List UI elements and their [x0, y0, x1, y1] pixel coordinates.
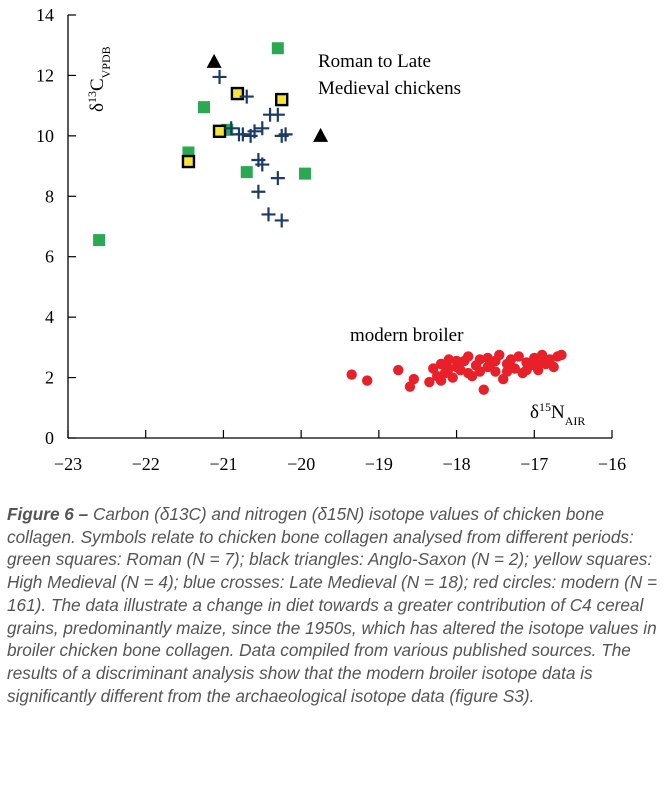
green-square-point — [198, 101, 210, 114]
red-circle-point — [463, 351, 474, 362]
red-circle-point — [556, 349, 567, 361]
red-circle-point — [501, 366, 513, 377]
yellow-square-point — [230, 86, 245, 101]
annotation-modern-broiler: modern broiler — [350, 325, 464, 346]
y-tick-label: 6 — [45, 247, 54, 267]
green-square-point — [299, 167, 312, 180]
red-circle-point — [532, 364, 544, 376]
y-axis-label: δ13CVPDB — [85, 46, 113, 112]
blue-cross-point — [270, 107, 285, 122]
x-tick-label: −23 — [54, 454, 82, 474]
x-tick-label: −20 — [287, 454, 315, 474]
blue-cross-point — [255, 157, 270, 172]
red-circle-point — [424, 376, 435, 388]
ticks: 0 2 4 6 8 10 12 14 −23 −22 −21 −20 −19 −18 −17 −16 — [36, 5, 626, 474]
red-circle-point — [490, 355, 501, 367]
annotation-roman: Roman to Late — [318, 51, 431, 72]
y-tick-label: 14 — [36, 5, 54, 25]
y-tick-label: 4 — [45, 307, 54, 327]
blue-cross-point — [274, 213, 289, 228]
x-axis-label: δ15NAIR — [530, 400, 585, 428]
blue-cross-point — [251, 184, 266, 199]
red-circle-point — [532, 357, 544, 368]
red-circle-point — [393, 364, 404, 376]
x-tick-label: −22 — [132, 454, 160, 474]
red-circle-point — [451, 355, 462, 367]
x-tick-label: −19 — [365, 454, 393, 474]
red-circle-point — [474, 354, 486, 365]
red-circle-point — [435, 358, 447, 370]
red-circle-point — [513, 351, 524, 362]
red-circle-point — [408, 373, 420, 385]
x-tick-label: −21 — [209, 454, 237, 474]
yellow-square-point — [181, 154, 196, 169]
red-circle-point — [463, 367, 474, 379]
red-circle-point — [521, 364, 532, 376]
red-circle-point — [362, 375, 373, 386]
x-tick-label: −17 — [520, 454, 548, 474]
y-tick-label: 8 — [45, 186, 54, 206]
chart-svg: 0 2 4 6 8 10 12 14 −23 −22 −21 −20 −19 −18 −17 −16 Roma… — [36, 5, 626, 474]
figure-caption: Figure 6 – Carbon (δ13C) and nitrogen (δ… — [7, 503, 662, 707]
black-triangle-point — [206, 53, 222, 68]
y-tick-label: 0 — [45, 428, 54, 448]
caption-text: Carbon (δ13C) and nitrogen (δ15N) isotop… — [7, 504, 658, 706]
blue-cross-point — [255, 121, 270, 136]
x-tick-label: −18 — [442, 454, 470, 474]
green-square-point — [93, 234, 106, 247]
yellow-square-point — [212, 124, 227, 139]
x-tick-label: −16 — [598, 454, 626, 474]
blue-cross-point — [270, 171, 285, 186]
red-circle-point — [474, 366, 486, 377]
red-circle-point — [443, 363, 454, 374]
blue-cross-point — [212, 69, 227, 84]
red-circle-point — [443, 354, 454, 365]
red-circle-point — [447, 372, 458, 383]
red-circle-point — [346, 369, 357, 380]
blue-cross-point — [243, 128, 258, 143]
axes — [67, 15, 612, 439]
blue-cross-point — [235, 127, 250, 142]
blue-cross-point — [224, 121, 239, 136]
blue-cross-point — [261, 207, 276, 222]
annotation-medieval: Medieval chickens — [318, 78, 461, 99]
caption-label: Figure 6 – — [7, 504, 89, 524]
red-circle-point — [482, 361, 493, 373]
data-points — [93, 42, 567, 395]
red-circle-point — [478, 384, 489, 395]
red-circle-point — [548, 361, 559, 373]
green-square-point — [271, 42, 284, 55]
blue-cross-point — [278, 127, 293, 142]
y-tick-label: 12 — [36, 65, 54, 85]
red-circle-point — [490, 366, 501, 377]
red-circle-point — [435, 375, 447, 386]
yellow-square-point — [275, 92, 289, 107]
green-square-point — [240, 166, 253, 179]
scatter-chart: 0 2 4 6 8 10 12 14 −23 −22 −21 −20 −19 −18 −17 −16 Roma… — [36, 5, 626, 474]
y-tick-label: 2 — [45, 368, 54, 388]
blue-cross-point — [239, 89, 254, 104]
black-triangle-point — [313, 127, 329, 142]
y-tick-label: 10 — [36, 126, 54, 146]
